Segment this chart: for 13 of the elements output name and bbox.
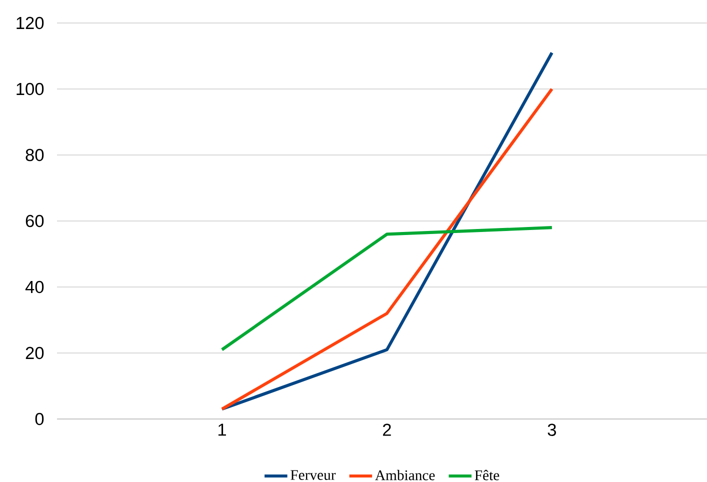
y-tick-label: 100: [16, 82, 44, 96]
legend-label: Fête: [474, 470, 500, 480]
y-tick-label: 60: [26, 214, 44, 228]
y-tick-label: 40: [25, 280, 44, 294]
y-tick-label: 120: [16, 16, 44, 30]
y-tick-label: 80: [26, 148, 44, 162]
y-tick-label: 20: [26, 346, 44, 360]
x-tick-label: 3: [548, 424, 556, 436]
x-tick-label: 1: [218, 424, 226, 436]
x-tick-label: 2: [383, 424, 391, 436]
legend-label: Ferveur: [290, 470, 336, 480]
legend-label: Ambiance: [375, 470, 435, 480]
y-tick-label: 0: [35, 412, 44, 426]
